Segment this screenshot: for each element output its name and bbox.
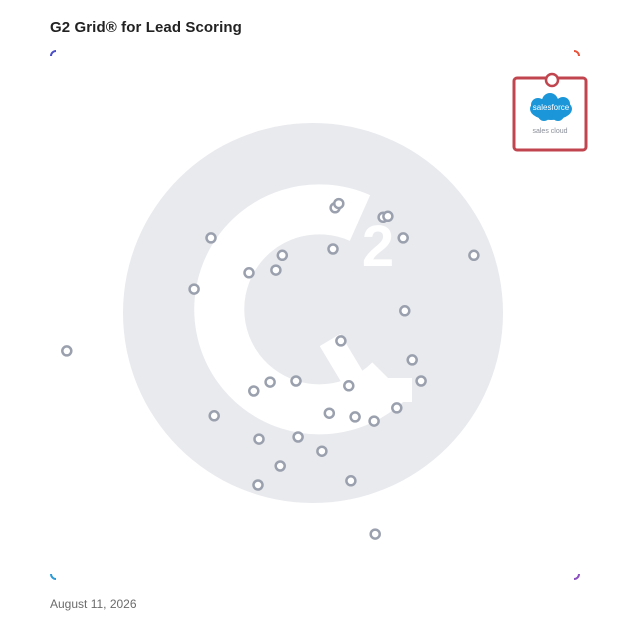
product-point[interactable] xyxy=(382,210,394,223)
product-point[interactable] xyxy=(274,460,286,472)
product-point[interactable] xyxy=(243,267,255,279)
product-point[interactable] xyxy=(349,411,361,423)
product-point[interactable] xyxy=(397,232,409,244)
product-point[interactable] xyxy=(316,445,328,457)
sales-cloud-caption: sales cloud xyxy=(532,128,567,135)
product-point[interactable] xyxy=(369,528,381,540)
product-point[interactable] xyxy=(208,410,220,422)
product-point[interactable] xyxy=(205,232,217,244)
salesforce-logo-text: salesforce xyxy=(533,103,570,112)
product-point[interactable] xyxy=(292,431,304,443)
report-date: August 11, 2026 xyxy=(50,597,137,611)
product-point[interactable] xyxy=(290,375,302,387)
product-point[interactable] xyxy=(415,375,427,387)
product-point[interactable] xyxy=(327,243,339,255)
g2-watermark-logo: 2 xyxy=(123,123,503,503)
featured-product-marker[interactable] xyxy=(544,72,560,88)
product-point[interactable] xyxy=(270,264,282,276)
svg-text:2: 2 xyxy=(362,214,394,279)
product-point[interactable] xyxy=(468,249,480,262)
product-point[interactable] xyxy=(253,433,265,445)
featured-product-card[interactable]: salesforce sales cloud xyxy=(512,72,588,152)
product-point[interactable] xyxy=(252,479,264,491)
product-point[interactable] xyxy=(323,407,336,419)
product-point[interactable] xyxy=(406,354,418,366)
product-point[interactable] xyxy=(343,380,355,392)
product-point[interactable] xyxy=(391,402,403,414)
data-points xyxy=(61,197,480,540)
product-point[interactable] xyxy=(399,305,411,317)
product-point[interactable] xyxy=(276,249,289,262)
chart-title: G2 Grid® for Lead Scoring xyxy=(50,19,242,36)
product-point[interactable] xyxy=(335,335,347,347)
product-point[interactable] xyxy=(264,376,276,388)
product-point[interactable] xyxy=(61,345,73,357)
product-point[interactable] xyxy=(333,197,345,210)
salesforce-cloud-icon xyxy=(530,93,572,121)
product-point[interactable] xyxy=(248,385,260,397)
product-point[interactable] xyxy=(188,283,200,295)
product-point[interactable] xyxy=(368,415,380,427)
product-point[interactable] xyxy=(345,475,357,487)
